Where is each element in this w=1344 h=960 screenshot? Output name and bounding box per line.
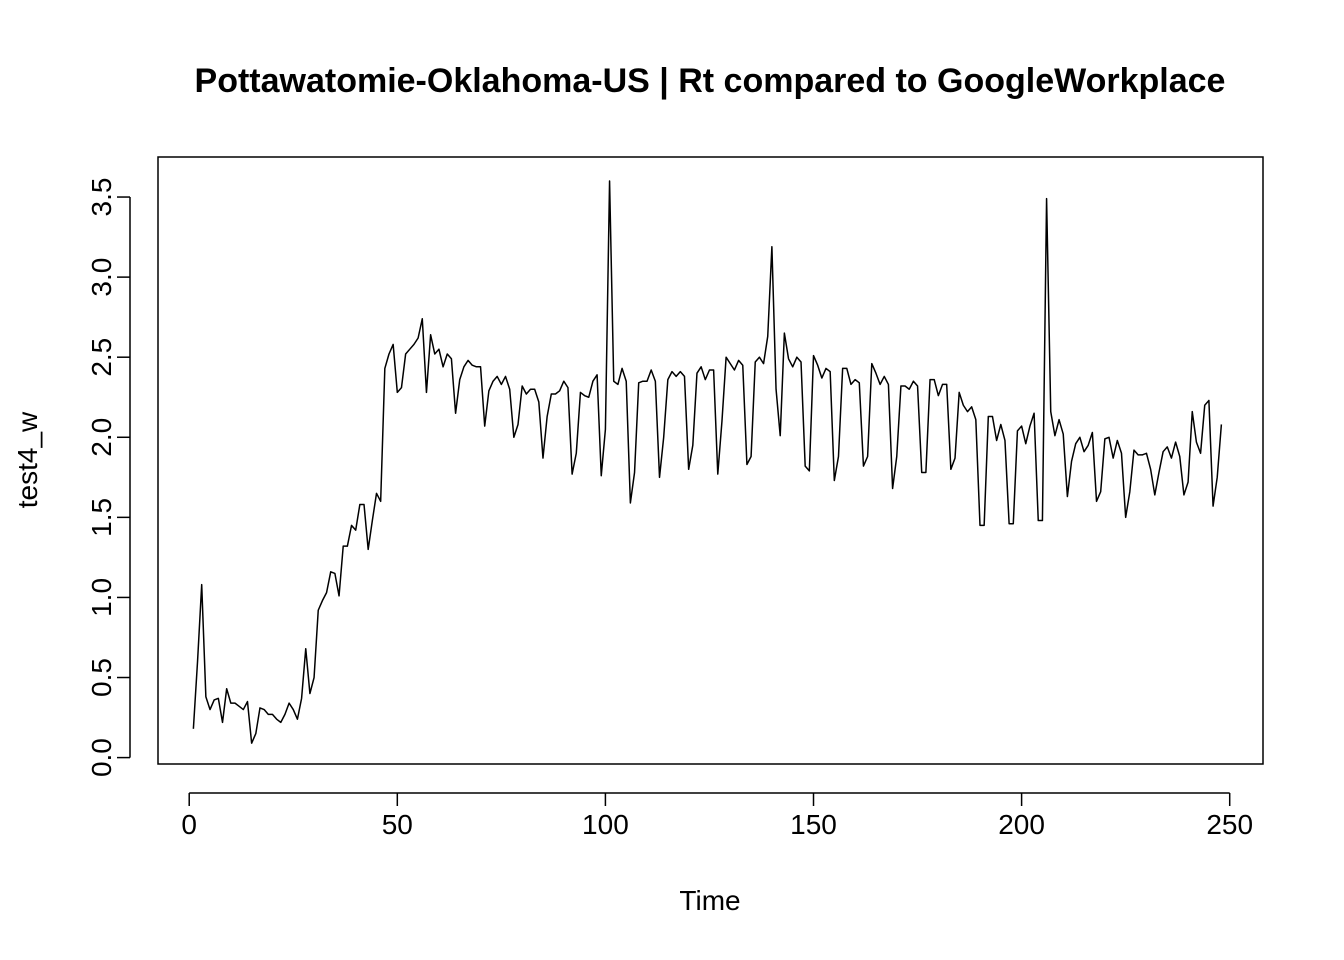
x-tick-label: 0 [181, 809, 197, 840]
y-axis: 0.0 0.5 1.0 1.5 2.0 2.5 3.0 3.5 [86, 178, 131, 777]
y-tick-label: 1.0 [86, 578, 117, 617]
chart-title: Pottawatomie-Oklahoma-US | Rt compared t… [195, 62, 1226, 100]
plot-frame [157, 156, 1264, 765]
x-axis-title: Time [679, 885, 740, 916]
series-layer [192, 180, 1223, 744]
y-axis-title: test4_w [12, 411, 43, 508]
y-tick-label: 3.0 [86, 258, 117, 297]
y-tick-label: 2.5 [86, 338, 117, 377]
x-tick-label: 200 [998, 809, 1045, 840]
y-tick-label: 2.0 [86, 418, 117, 457]
y-tick-label: 3.5 [86, 178, 117, 217]
y-tick-label: 1.5 [86, 498, 117, 537]
series-line [192, 180, 1223, 744]
y-tick-label: 0.5 [86, 658, 117, 697]
y-tick-label: 0.0 [86, 738, 117, 777]
x-tick-label: 150 [790, 809, 837, 840]
x-tick-label: 250 [1206, 809, 1253, 840]
x-axis: 0 50 100 150 200 250 [181, 792, 1253, 840]
x-tick-label: 100 [582, 809, 629, 840]
x-tick-label: 50 [382, 809, 413, 840]
